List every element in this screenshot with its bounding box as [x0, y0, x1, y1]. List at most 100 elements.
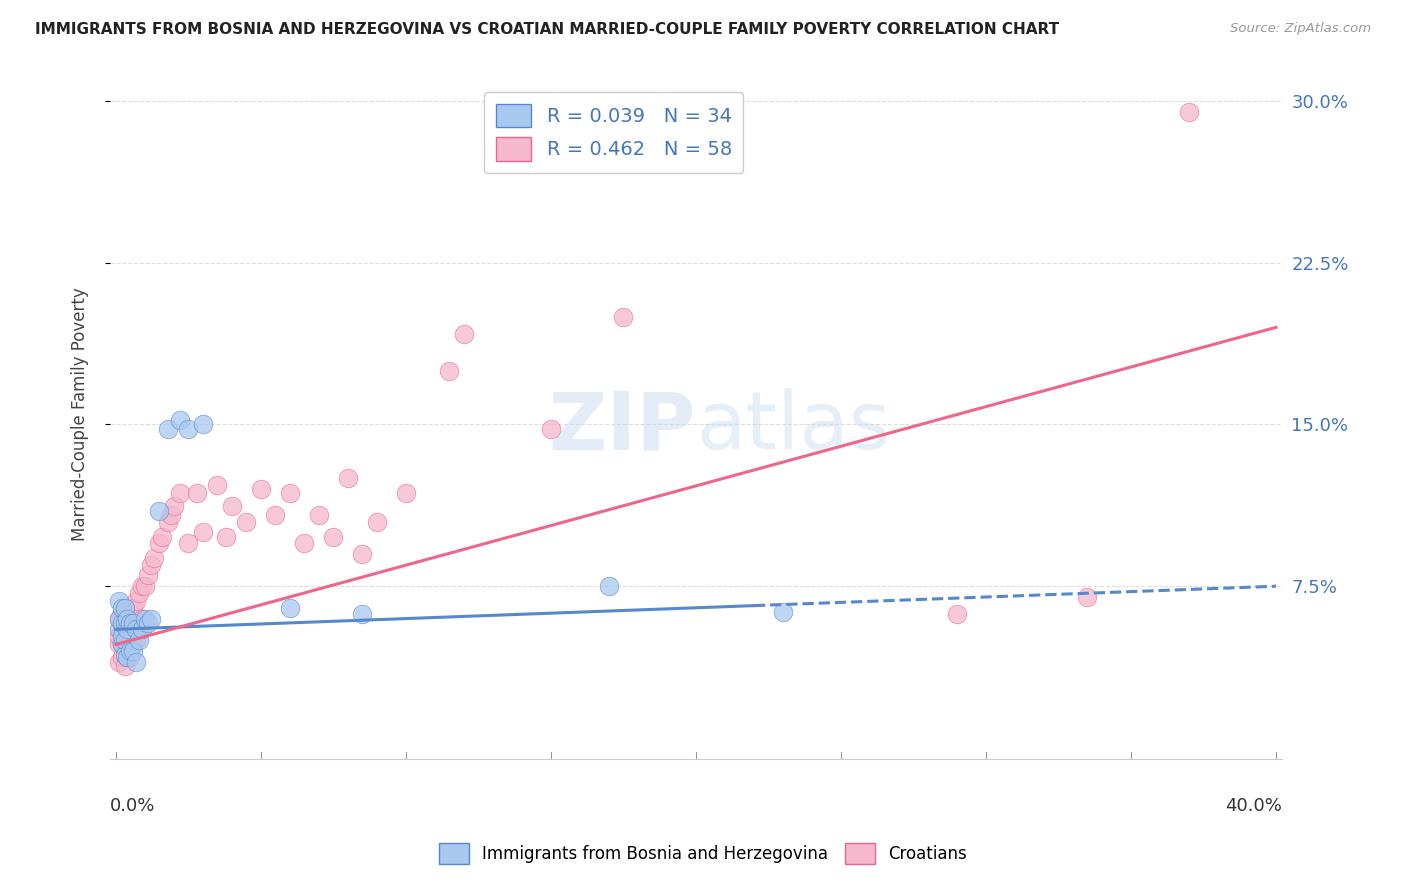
Text: 0.0%: 0.0%: [110, 797, 156, 814]
Point: [131, 623, 153, 637]
Point: [107, 594, 129, 608]
Legend: R = 0.039   N = 34, R = 0.462   N = 58: R = 0.039 N = 34, R = 0.462 N = 58: [484, 92, 744, 172]
Point: [336, 471, 359, 485]
Point: [598, 579, 620, 593]
Legend: Immigrants from Bosnia and Herzegovina, Croatians: Immigrants from Bosnia and Herzegovina, …: [432, 837, 974, 871]
Point: [131, 579, 153, 593]
Point: [125, 594, 148, 608]
Point: [114, 637, 136, 651]
Point: [186, 486, 208, 500]
Point: [1076, 590, 1098, 604]
Point: [215, 530, 238, 544]
Point: [111, 629, 134, 643]
Text: atlas: atlas: [696, 388, 890, 467]
Point: [107, 611, 129, 625]
Point: [157, 515, 180, 529]
Point: [207, 478, 229, 492]
Point: [120, 650, 142, 665]
Point: [540, 422, 562, 436]
Point: [134, 579, 156, 593]
Point: [453, 326, 475, 341]
Point: [128, 623, 150, 637]
Text: IMMIGRANTS FROM BOSNIA AND HERZEGOVINA VS CROATIAN MARRIED-COUPLE FAMILY POVERTY: IMMIGRANTS FROM BOSNIA AND HERZEGOVINA V…: [35, 22, 1059, 37]
Point: [107, 623, 129, 637]
Point: [169, 486, 191, 500]
Point: [128, 585, 150, 599]
Point: [120, 633, 142, 648]
Point: [125, 623, 148, 637]
Point: [148, 504, 170, 518]
Point: [122, 600, 145, 615]
Point: [1178, 104, 1201, 119]
Text: 40.0%: 40.0%: [1225, 797, 1282, 814]
Point: [114, 659, 136, 673]
Point: [122, 637, 145, 651]
Point: [160, 508, 183, 522]
Point: [107, 655, 129, 669]
Point: [117, 650, 139, 665]
Point: [111, 615, 134, 630]
Point: [292, 536, 315, 550]
Point: [114, 615, 136, 630]
Point: [157, 422, 180, 436]
Point: [120, 615, 142, 630]
Point: [142, 551, 165, 566]
Point: [612, 310, 634, 324]
Point: [114, 648, 136, 663]
Point: [163, 500, 186, 514]
Point: [117, 650, 139, 665]
Point: [114, 633, 136, 648]
Point: [131, 611, 153, 625]
Point: [366, 515, 388, 529]
Point: [322, 530, 344, 544]
Point: [177, 536, 200, 550]
Point: [117, 623, 139, 637]
Point: [107, 611, 129, 625]
Point: [352, 607, 374, 622]
Point: [148, 536, 170, 550]
Point: [136, 568, 159, 582]
Point: [191, 525, 214, 540]
Point: [139, 611, 162, 625]
Point: [122, 615, 145, 630]
Point: [352, 547, 374, 561]
Point: [125, 633, 148, 648]
Point: [120, 644, 142, 658]
Point: [114, 600, 136, 615]
Y-axis label: Married-Couple Family Poverty: Married-Couple Family Poverty: [72, 286, 89, 541]
Point: [308, 508, 330, 522]
Point: [111, 623, 134, 637]
Point: [117, 611, 139, 625]
Point: [122, 644, 145, 658]
Point: [278, 600, 301, 615]
Point: [278, 486, 301, 500]
Point: [772, 605, 794, 619]
Point: [107, 629, 129, 643]
Point: [169, 413, 191, 427]
Point: [250, 482, 273, 496]
Point: [221, 500, 243, 514]
Point: [117, 611, 139, 625]
Point: [107, 637, 129, 651]
Point: [439, 363, 461, 377]
Text: ZIP: ZIP: [548, 388, 696, 467]
Point: [235, 515, 257, 529]
Point: [111, 600, 134, 615]
Text: Source: ZipAtlas.com: Source: ZipAtlas.com: [1230, 22, 1371, 36]
Point: [946, 607, 969, 622]
Point: [125, 655, 148, 669]
Point: [150, 530, 173, 544]
Point: [191, 417, 214, 432]
Point: [111, 637, 134, 651]
Point: [136, 615, 159, 630]
Point: [139, 558, 162, 572]
Point: [111, 607, 134, 622]
Point: [120, 607, 142, 622]
Point: [128, 633, 150, 648]
Point: [177, 422, 200, 436]
Point: [264, 508, 287, 522]
Point: [111, 637, 134, 651]
Point: [111, 650, 134, 665]
Point: [114, 615, 136, 630]
Point: [395, 486, 418, 500]
